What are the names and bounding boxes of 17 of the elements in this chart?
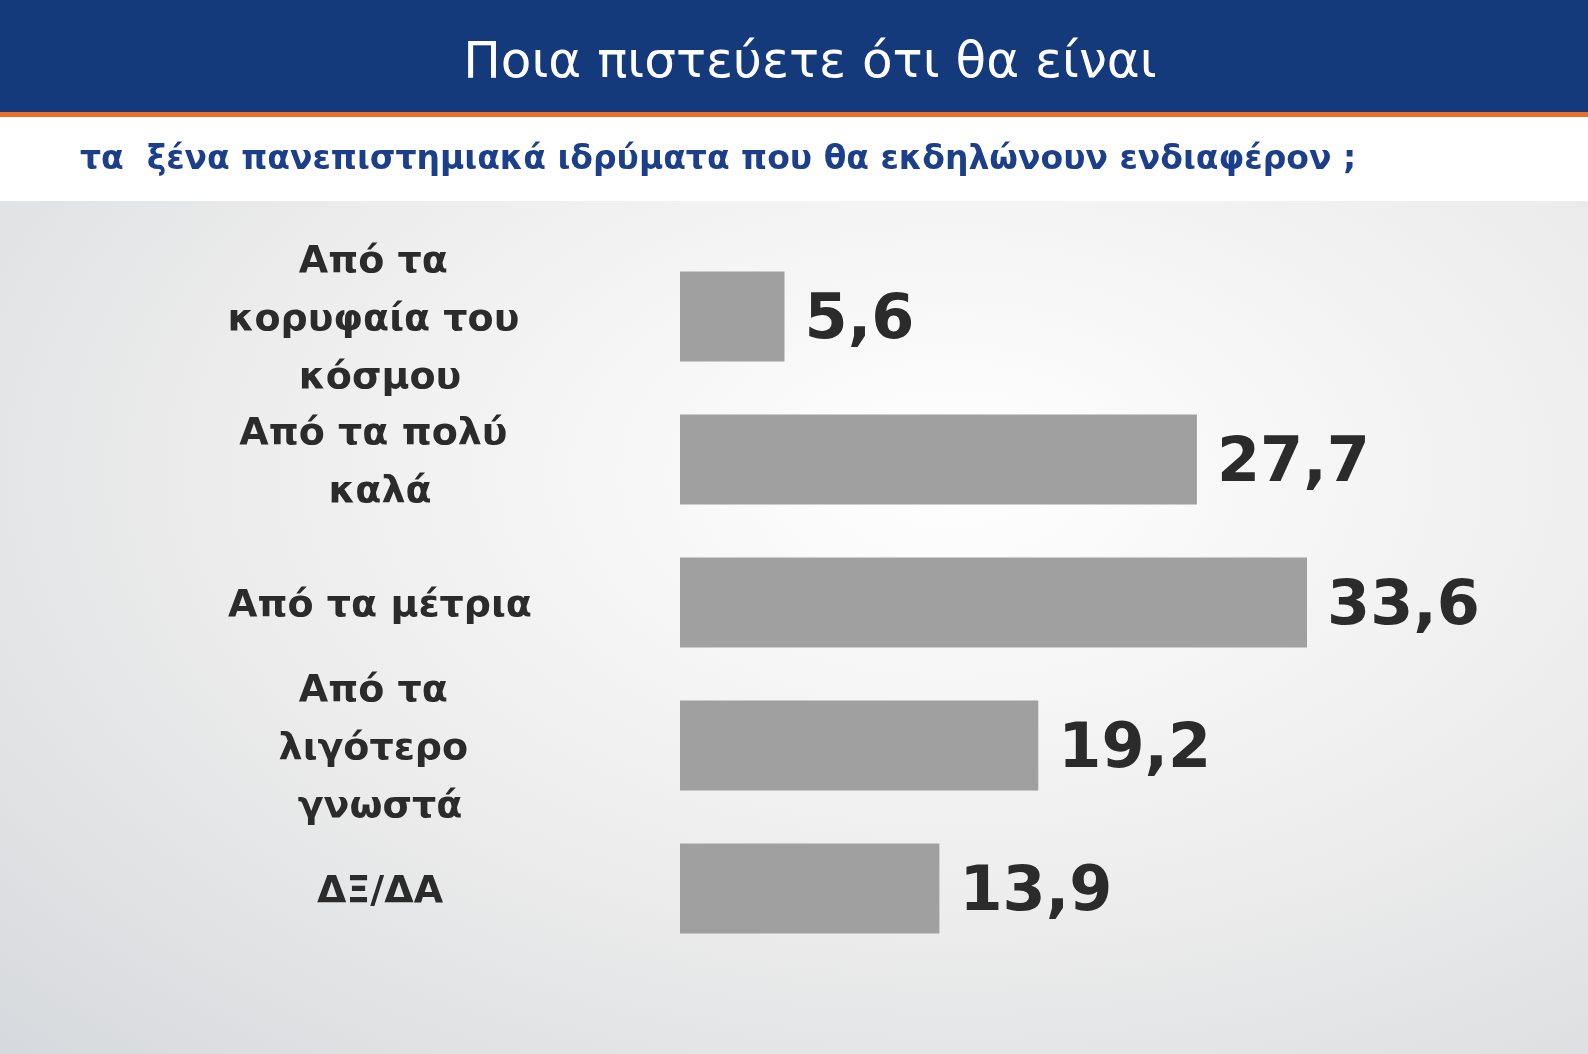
- bar: [680, 843, 940, 934]
- y-tick-label: Από τα μέτρια: [228, 580, 532, 625]
- data-label: 27,7: [1216, 423, 1370, 496]
- bar: [680, 700, 1039, 791]
- y-tick-label: Από τα λιγότερο γνωστά: [278, 665, 482, 826]
- chart-title: Ποια πιστεύετε ότι θα είναι: [462, 30, 1158, 90]
- y-tick-label: Από τα κορυφαία του κόσμου: [227, 236, 533, 397]
- bar: [680, 557, 1307, 648]
- data-label: 33,6: [1327, 566, 1480, 639]
- chart-subtitle: τα ξένα πανεπιστημιακά ιδρύματα που θα εκδηλώνουν ενδιαφέρον ;: [80, 137, 1357, 179]
- y-tick-label: Από τα πολύ καλά: [239, 408, 521, 511]
- data-label: 19,2: [1058, 709, 1212, 782]
- bar: [680, 414, 1197, 505]
- data-label: 13,9: [959, 852, 1113, 925]
- bar: [680, 271, 785, 362]
- data-label: 5,6: [804, 280, 915, 353]
- y-tick-label: ΔΞ/ΔΑ: [316, 866, 444, 911]
